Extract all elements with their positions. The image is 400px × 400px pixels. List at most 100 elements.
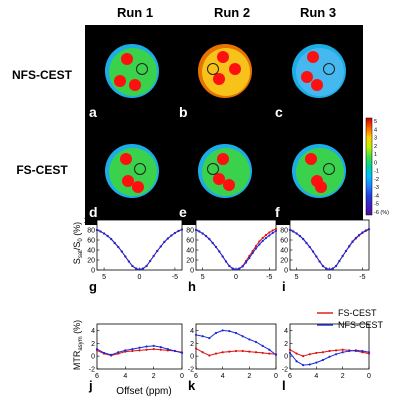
- y-tick-label: 40: [87, 248, 95, 255]
- panel-letter-g: g: [89, 279, 97, 294]
- data-point: [110, 237, 113, 241]
- panel-letter-f: f: [275, 204, 280, 220]
- panel-letter-i: i: [282, 279, 286, 294]
- data-point: [288, 348, 292, 351]
- data-point: [214, 245, 218, 249]
- data-point: [234, 268, 238, 271]
- data-point: [120, 250, 123, 253]
- phantom-panel-e: e: [175, 125, 271, 225]
- data-point: [328, 355, 331, 358]
- contrast-vial: [307, 51, 319, 63]
- data-point: [315, 351, 318, 355]
- data-point: [228, 264, 231, 268]
- data-point: [138, 349, 141, 352]
- plot-panel-l: 4 2 0 -26 4 2 0 l: [282, 323, 371, 393]
- data-point: [102, 351, 106, 355]
- row-title-fs-cest: FS-CEST: [16, 163, 68, 177]
- y-tick-label: 60: [87, 238, 95, 245]
- y-tick-label: 20: [186, 258, 194, 265]
- colorbar-tick-label: -6 (%): [374, 210, 389, 216]
- data-point: [131, 347, 134, 351]
- colorbar-tick-label: 2: [374, 144, 377, 150]
- column-title-run-3: Run 3: [300, 5, 336, 20]
- panel-letter-j: j: [88, 378, 93, 393]
- data-point: [305, 241, 308, 245]
- contrast-vial: [229, 63, 241, 75]
- data-point: [198, 230, 201, 233]
- x-tick-label: 2: [152, 373, 156, 380]
- data-point: [248, 256, 251, 260]
- data-point: [261, 239, 264, 243]
- x-tick-label: 5: [201, 274, 205, 281]
- column-title-run-2: Run 2: [214, 5, 250, 20]
- data-point: [295, 360, 298, 363]
- data-point: [271, 229, 274, 232]
- x-tick-label: 0: [328, 274, 332, 281]
- data-point: [302, 355, 305, 358]
- data-point: [288, 228, 292, 232]
- data-point: [221, 329, 224, 332]
- data-point: [321, 264, 325, 268]
- data-point: [180, 351, 184, 355]
- data-point: [348, 244, 351, 248]
- data-point: [180, 228, 184, 231]
- data-point: [231, 267, 234, 270]
- contrast-vial: [315, 181, 327, 193]
- data-point: [234, 349, 238, 353]
- plot-frame: [289, 219, 370, 271]
- y-tick-label: 0: [284, 268, 288, 275]
- data-point: [341, 348, 344, 351]
- y-tick-label: 40: [280, 248, 288, 255]
- data-point: [201, 232, 204, 235]
- data-point: [208, 337, 211, 340]
- data-point: [302, 237, 305, 241]
- data-point: [258, 243, 261, 246]
- data-point: [268, 231, 271, 234]
- reference-vial-ring: [134, 163, 146, 175]
- contrast-vial: [311, 79, 323, 91]
- colorbar-tick-label: 5: [374, 119, 377, 125]
- data-point: [159, 245, 162, 248]
- data-point: [218, 250, 221, 253]
- x-tick-label: 6: [95, 373, 99, 380]
- colorbar-tick-label: -4: [374, 193, 379, 199]
- data-point: [211, 241, 214, 245]
- contrast-vial: [121, 53, 133, 65]
- data-point: [224, 260, 228, 263]
- data-point: [234, 331, 238, 335]
- column-title-run-1: Run 1: [117, 5, 153, 20]
- x-tick-label: -5: [172, 274, 178, 281]
- data-point: [358, 233, 361, 237]
- data-point: [177, 229, 180, 233]
- y-tick-label: -2: [89, 367, 95, 374]
- phantom-panel-f: f: [271, 125, 363, 225]
- data-point: [274, 353, 278, 356]
- y-tick-label: 80: [87, 228, 95, 235]
- data-point: [228, 329, 231, 333]
- data-point: [315, 361, 318, 364]
- data-point: [173, 349, 177, 353]
- data-point: [238, 267, 241, 270]
- phantom-image-grid: a b c d e f: [85, 25, 363, 225]
- data-point: [361, 231, 364, 234]
- data-point: [325, 267, 328, 270]
- contrast-vial: [120, 153, 132, 165]
- legend-fs-cest: FS-CEST: [338, 308, 377, 318]
- mtr-y-axis-label: MTRasym (%): [72, 320, 84, 370]
- data-point: [254, 340, 258, 344]
- data-point: [95, 347, 99, 351]
- data-point: [364, 229, 367, 232]
- data-point: [152, 344, 155, 347]
- data-point: [127, 260, 130, 263]
- plot-panel-k: 4 2 0 -26 4 2 0 k: [188, 323, 278, 393]
- y-tick-label: 100: [182, 218, 194, 225]
- data-point: [138, 346, 141, 349]
- y-tick-label: 0: [91, 354, 95, 361]
- data-point: [152, 347, 155, 351]
- data-point: [254, 351, 258, 354]
- x-tick-label: 2: [247, 373, 251, 380]
- data-point: [102, 232, 106, 235]
- data-point: [221, 351, 224, 354]
